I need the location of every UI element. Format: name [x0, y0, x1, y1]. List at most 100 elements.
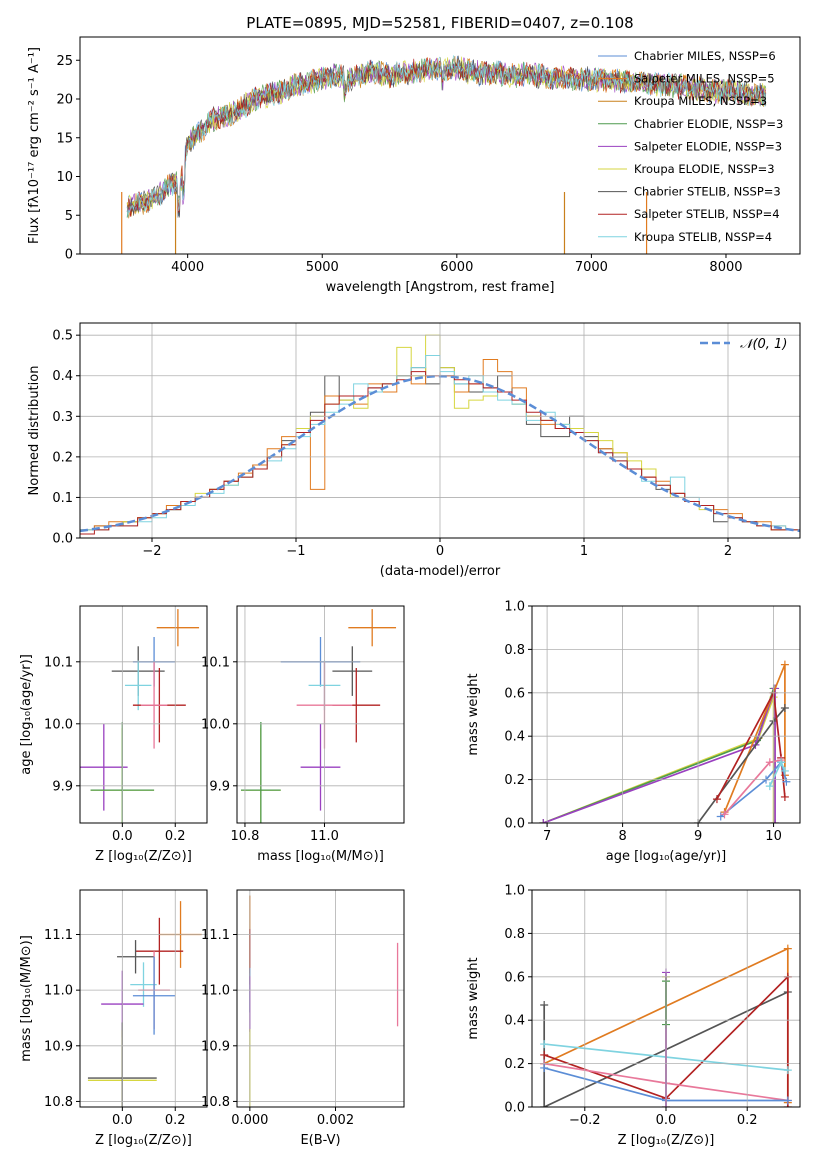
plot-area — [539, 660, 791, 823]
legend-entry: Salpeter ELODIE, NSSP=3 — [634, 139, 782, 153]
plot-area — [240, 609, 397, 823]
y-tick-label: 0.2 — [52, 450, 73, 465]
y-tick-label: 0.8 — [504, 643, 525, 658]
legend-entry: Salpeter STELIB, NSSP=4 — [634, 207, 780, 221]
y-tick-label: 0.4 — [52, 369, 73, 384]
x-tick-label: 10.8 — [230, 829, 259, 844]
x-tick-label: 9 — [694, 829, 702, 844]
weight-marker — [540, 1050, 549, 1059]
weight-marker — [540, 1103, 549, 1107]
weight-marker — [540, 1001, 549, 1010]
chart-panel-5: 7 8 9 10 0.0 0.2 0.4 0.6 0.8 1.0 age [log₁₀(age/yr… — [466, 600, 801, 864]
plot-area — [249, 895, 399, 1107]
spectrum-line — [126, 55, 767, 218]
x-tick-label: 7000 — [575, 260, 608, 275]
y-tick-label: 9.9 — [209, 779, 230, 794]
chart-panel-6: 0.0 0.2 10.8 10.9 11.0 11.1 Z [log₁₀(Z/Z⊙)] mas… — [19, 889, 208, 1148]
x-tick-label: 0.0 — [112, 829, 133, 844]
y-tick-label: 1.0 — [504, 600, 525, 615]
weight-marker — [783, 1096, 792, 1105]
legend-entry: 𝒩(0, 1) — [740, 337, 787, 352]
y-tick-label: 0.1 — [52, 491, 73, 506]
y-tick-label: 9.9 — [52, 779, 73, 794]
weight-marker — [783, 944, 792, 953]
x-axis-label: (data-model)/error — [380, 564, 501, 579]
y-tick-label: 10.9 — [44, 1039, 73, 1054]
x-tick-label: 0.0 — [112, 1113, 133, 1128]
weight-marker — [771, 819, 780, 823]
y-tick-label: 10.0 — [44, 717, 73, 732]
x-axis-label: Z [log₁₀(Z/Z⊙)] — [95, 849, 192, 864]
weight-line — [697, 707, 786, 823]
x-tick-label: 2 — [724, 544, 732, 559]
y-tick-label: 0.0 — [504, 817, 525, 832]
x-tick-label: 6000 — [440, 260, 473, 275]
y-axis-label: age [log₁₀(age/yr)] — [19, 654, 34, 775]
x-tick-label: 4000 — [171, 260, 204, 275]
axes-frame — [79, 889, 208, 1108]
x-tick-label: 0.000 — [231, 1113, 268, 1128]
plot-area — [80, 609, 200, 823]
y-tick-label: 5 — [65, 209, 73, 224]
x-tick-label: 8000 — [709, 260, 742, 275]
x-tick-label: −2 — [142, 544, 161, 559]
x-axis-label: Z [log₁₀(Z/Z⊙)] — [95, 1133, 192, 1148]
x-tick-label: 10 — [765, 829, 782, 844]
axes-frame — [531, 605, 801, 824]
y-tick-label: 0.5 — [52, 329, 73, 344]
weight-line — [543, 688, 776, 823]
x-tick-label: 0 — [436, 544, 444, 559]
spectrum-line — [126, 57, 767, 217]
x-tick-label: 0.2 — [165, 1113, 186, 1128]
y-tick-label: 0.8 — [504, 927, 525, 942]
weight-line — [716, 689, 786, 800]
legend-entry: Kroupa MILES, NSSP=3 — [634, 94, 767, 108]
y-axis-label: Flux [fλ10⁻¹⁷ erg cm⁻² s⁻¹ A⁻¹] — [27, 47, 42, 244]
y-tick-label: 11.0 — [201, 984, 230, 999]
weight-marker — [780, 660, 789, 669]
y-tick-label: 0.0 — [504, 1101, 525, 1116]
weight-marker — [780, 703, 789, 712]
axes-frame — [236, 605, 405, 824]
weight-marker — [540, 1040, 549, 1049]
x-tick-label: 0.2 — [165, 829, 186, 844]
axes-frame — [531, 889, 801, 1108]
chart-panel-4: 10.8 11.0 9.9 10.0 10.1 mass [log₁₀(M/M⊙)] — [201, 605, 405, 864]
weight-line — [543, 991, 789, 1107]
chart-title: PLATE=0895, MJD=52581, FIBERID=0407, z=0… — [246, 14, 633, 32]
y-tick-label: 10.1 — [201, 655, 230, 670]
weight-line — [543, 696, 775, 823]
x-tick-label: −0.2 — [569, 1113, 601, 1128]
x-tick-label: 5000 — [306, 260, 339, 275]
y-tick-label: 0.2 — [504, 1057, 525, 1072]
y-tick-label: 0 — [65, 248, 73, 263]
legend-entry: Chabrier STELIB, NSSP=3 — [634, 185, 781, 199]
y-tick-label: 0.4 — [504, 730, 525, 745]
plot-area — [121, 55, 767, 254]
y-tick-label: 10.8 — [201, 1095, 230, 1110]
legend-entry: Salpeter MILES, NSSP=5 — [634, 72, 775, 86]
chart-panel-2: −2 −1 0 1 2 0.0 0.1 0.2 0.3 0.4 0.5 𝒩(0, 1) (data-mo… — [27, 322, 801, 579]
y-tick-label: 20 — [56, 93, 73, 108]
x-tick-label: 8 — [618, 829, 626, 844]
x-tick-label: 0.002 — [317, 1113, 354, 1128]
y-axis-label: mass weight — [466, 957, 481, 1039]
y-tick-label: 0.0 — [52, 532, 73, 547]
y-tick-label: 10.8 — [44, 1095, 73, 1110]
x-tick-label: 7 — [543, 829, 551, 844]
y-axis-label: Normed distribution — [27, 366, 42, 496]
y-tick-label: 0.4 — [504, 1014, 525, 1029]
weight-marker — [777, 758, 786, 767]
x-axis-label: wavelength [Angstrom, rest frame] — [326, 280, 555, 295]
x-tick-label: 11.0 — [310, 829, 339, 844]
weight-marker — [780, 792, 789, 801]
y-axis-label: mass [log₁₀(M/M⊙)] — [19, 935, 34, 1062]
weight-marker — [780, 766, 789, 775]
legend-entry: Kroupa STELIB, NSSP=4 — [634, 230, 772, 244]
weight-marker — [765, 782, 774, 791]
plot-area — [87, 901, 202, 1107]
weight-marker — [783, 1066, 792, 1075]
axes-frame — [79, 36, 801, 255]
weight-line — [543, 974, 789, 1107]
